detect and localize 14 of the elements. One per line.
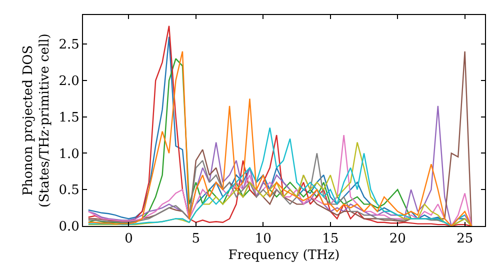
x-tick-label: 0 (124, 232, 133, 247)
x-tick-label: 15 (322, 232, 339, 247)
y-tick-label: 1.5 (58, 110, 80, 126)
x-axis-title: Frequency (THz) (228, 248, 340, 264)
x-tick-label: 5 (192, 232, 200, 247)
y-axis-title: Phonon projected DOS (States/THz·primitive cell) (20, 33, 53, 208)
y-tick-label: 2.0 (58, 74, 80, 90)
x-tick-label: 10 (254, 232, 272, 247)
x-tick-label: 20 (389, 232, 406, 247)
x-tick-label: 25 (456, 232, 474, 247)
y-tick-label: 0.5 (58, 183, 80, 198)
y-tick-label: 0.0 (58, 220, 80, 235)
y-tick-label: 1.0 (58, 146, 80, 162)
y-tick-label: 2.5 (58, 38, 80, 53)
